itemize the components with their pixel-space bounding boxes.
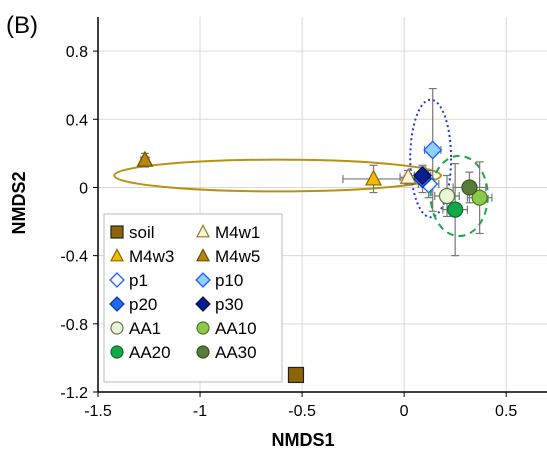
legend-marker-p20 — [109, 296, 125, 312]
axes: -1.5 -1 -0.5 0 0.5 -1.2 -0.8 -0.4 0 0.4 0.8 — [60, 17, 547, 420]
legend-label-AA1: AA1 — [129, 319, 161, 338]
y-tick-label: 0.4 — [66, 112, 88, 129]
x-tick-label: 0.5 — [495, 403, 517, 420]
legend-marker-M4w1 — [196, 224, 210, 238]
y-tick-label: -1.2 — [60, 385, 88, 402]
y-tick-label: 0.8 — [66, 44, 88, 61]
point-p30 — [412, 165, 433, 186]
point-M4w5 — [136, 150, 154, 167]
legend-label-M4w1: M4w1 — [215, 223, 260, 242]
x-tick-label: 0 — [400, 403, 409, 420]
data-markers — [136, 140, 488, 384]
y-tick-label: -0.4 — [60, 249, 88, 266]
legend-marker-p30 — [195, 296, 211, 312]
panel-label: (B) — [6, 12, 38, 39]
legend-label-p10: p10 — [215, 271, 243, 290]
legend-label-soil: soil — [129, 223, 155, 242]
point-M4w3 — [365, 169, 383, 186]
point-M4w1 — [399, 167, 417, 184]
point-AA20 — [447, 201, 464, 218]
legend-marker-AA10 — [196, 321, 210, 335]
legend: soil M4w1 M4w3 M4w5 p1 p10 p20 p30 AA1 AA10 AA20 AA… — [103, 213, 283, 383]
x-tick-label: -1.5 — [84, 403, 112, 420]
legend-marker-M4w5 — [196, 248, 210, 262]
legend-label-M4w5: M4w5 — [215, 247, 260, 266]
point-AA30 — [461, 179, 478, 196]
point-AA1 — [438, 187, 456, 205]
y-tick-label: 0 — [79, 180, 88, 197]
legend-marker-soil — [110, 225, 124, 239]
point-AA10 — [471, 189, 488, 206]
ellipse-AA — [429, 154, 489, 238]
legend-box — [103, 213, 283, 383]
legend-label-AA30: AA30 — [215, 343, 257, 362]
x-tick-label: -0.5 — [288, 403, 316, 420]
legend-marker-AA30 — [196, 345, 210, 359]
y-tick-label: -0.8 — [60, 317, 88, 334]
legend-marker-AA1 — [110, 321, 124, 335]
legend-label-M4w3: M4w3 — [129, 247, 174, 266]
legend-label-AA20: AA20 — [129, 343, 171, 362]
legend-label-AA10: AA10 — [215, 319, 257, 338]
x-tick-label: -1 — [193, 403, 207, 420]
point-soil — [287, 366, 305, 384]
legend-marker-p1 — [109, 272, 125, 288]
legend-marker-p10 — [195, 272, 211, 288]
group-ellipses — [113, 98, 489, 238]
legend-marker-M4w3 — [110, 248, 124, 262]
ellipse-M4w — [113, 158, 442, 193]
legend-label-p20: p20 — [129, 295, 157, 314]
legend-marker-AA20 — [110, 345, 124, 359]
ellipse-p — [409, 98, 453, 219]
y-axis-label: NMDS2 — [9, 171, 29, 234]
legend-label-p1: p1 — [129, 271, 148, 290]
legend-label-p30: p30 — [215, 295, 243, 314]
point-p10 — [423, 140, 443, 160]
x-axis-label: NMDS1 — [271, 430, 334, 450]
